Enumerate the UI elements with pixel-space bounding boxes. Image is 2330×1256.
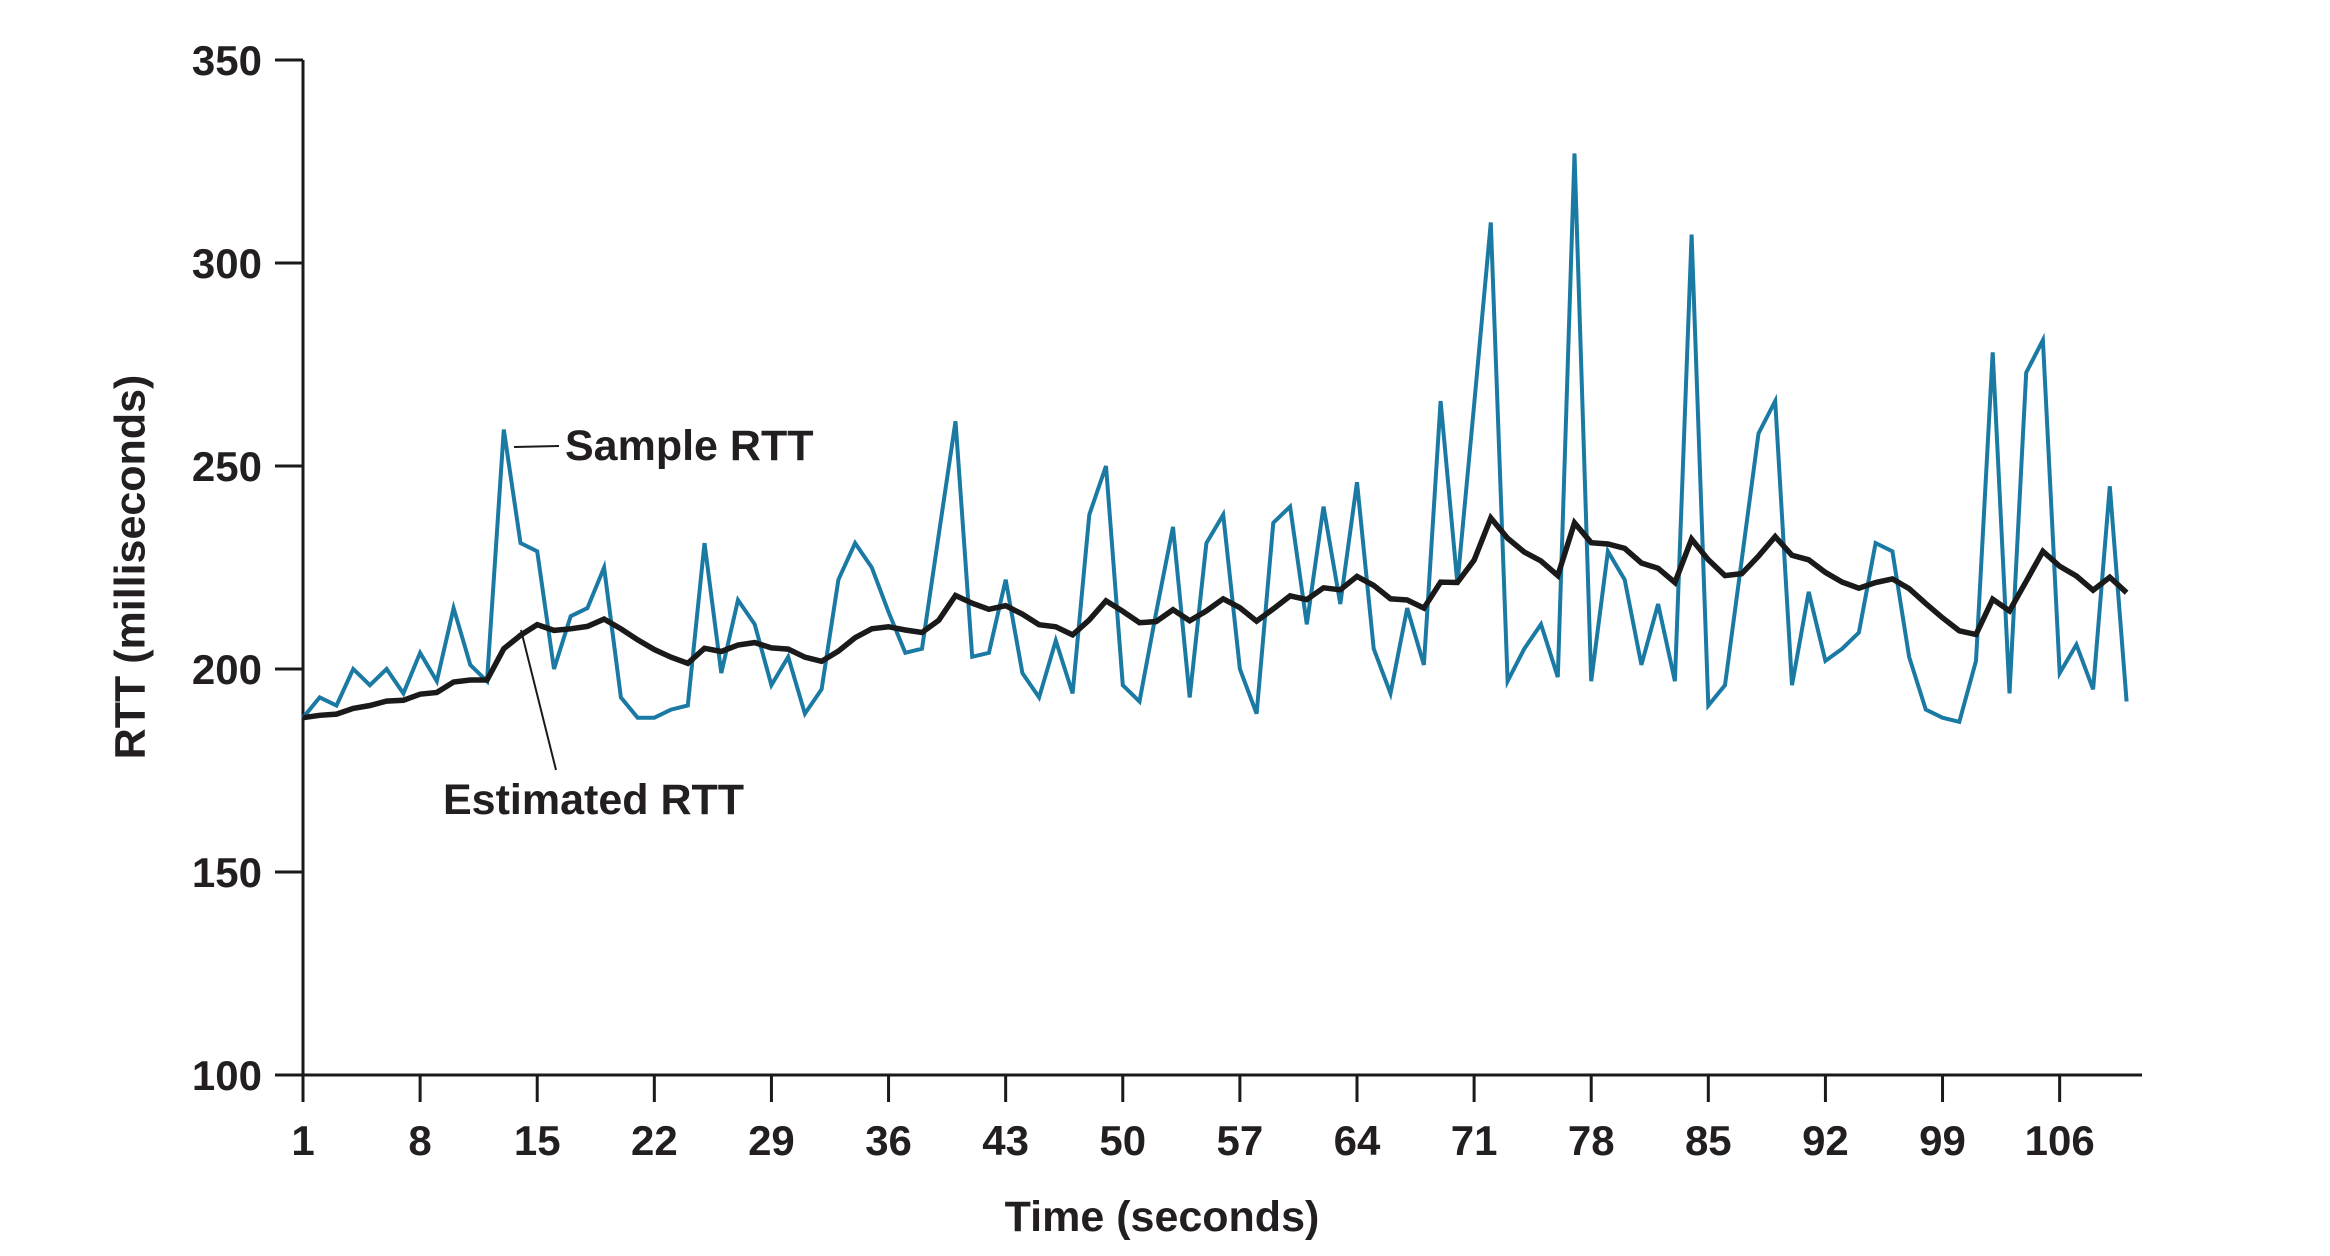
x-tick-label: 78	[1568, 1117, 1615, 1164]
sample-rtt-pointer-line	[513, 445, 560, 448]
x-axis-title: Time (seconds)	[1004, 1193, 1320, 1241]
y-tick-label: 200	[192, 646, 262, 693]
x-tick-label: 15	[514, 1117, 561, 1164]
y-tick-label: 150	[192, 849, 262, 896]
estimated-rtt-line	[302, 512, 2129, 721]
y-tick-label: 250	[192, 443, 262, 490]
x-tick-label: 22	[631, 1117, 678, 1164]
x-tick-label: 8	[408, 1117, 431, 1164]
x-tick-label: 92	[1802, 1117, 1849, 1164]
x-tick-label: 106	[2025, 1117, 2095, 1164]
x-tick-label: 71	[1451, 1117, 1498, 1164]
x-tick-label: 85	[1685, 1117, 1732, 1164]
sample-rtt-line	[301, 153, 2129, 725]
y-axis-title: RTT (milliseconds)	[106, 374, 155, 760]
estimated-rtt-pointer-line	[520, 629, 557, 771]
y-tick-label: 300	[192, 240, 262, 287]
x-tick-label: 50	[1099, 1117, 1146, 1164]
x-tick-label: 43	[982, 1117, 1029, 1164]
x-tick-label: 57	[1217, 1117, 1264, 1164]
y-tick-label: 350	[192, 37, 262, 84]
x-tick-label: 29	[748, 1117, 795, 1164]
y-tick-label: 100	[192, 1052, 262, 1099]
x-tick-label: 99	[1919, 1117, 1966, 1164]
x-tick-label: 1	[291, 1117, 314, 1164]
x-tick-label: 36	[865, 1117, 912, 1164]
series-label-sample-rtt: Sample RTT	[565, 422, 814, 470]
x-tick-label: 64	[1334, 1117, 1381, 1164]
series-label-estimated-rtt: Estimated RTT	[443, 776, 745, 824]
